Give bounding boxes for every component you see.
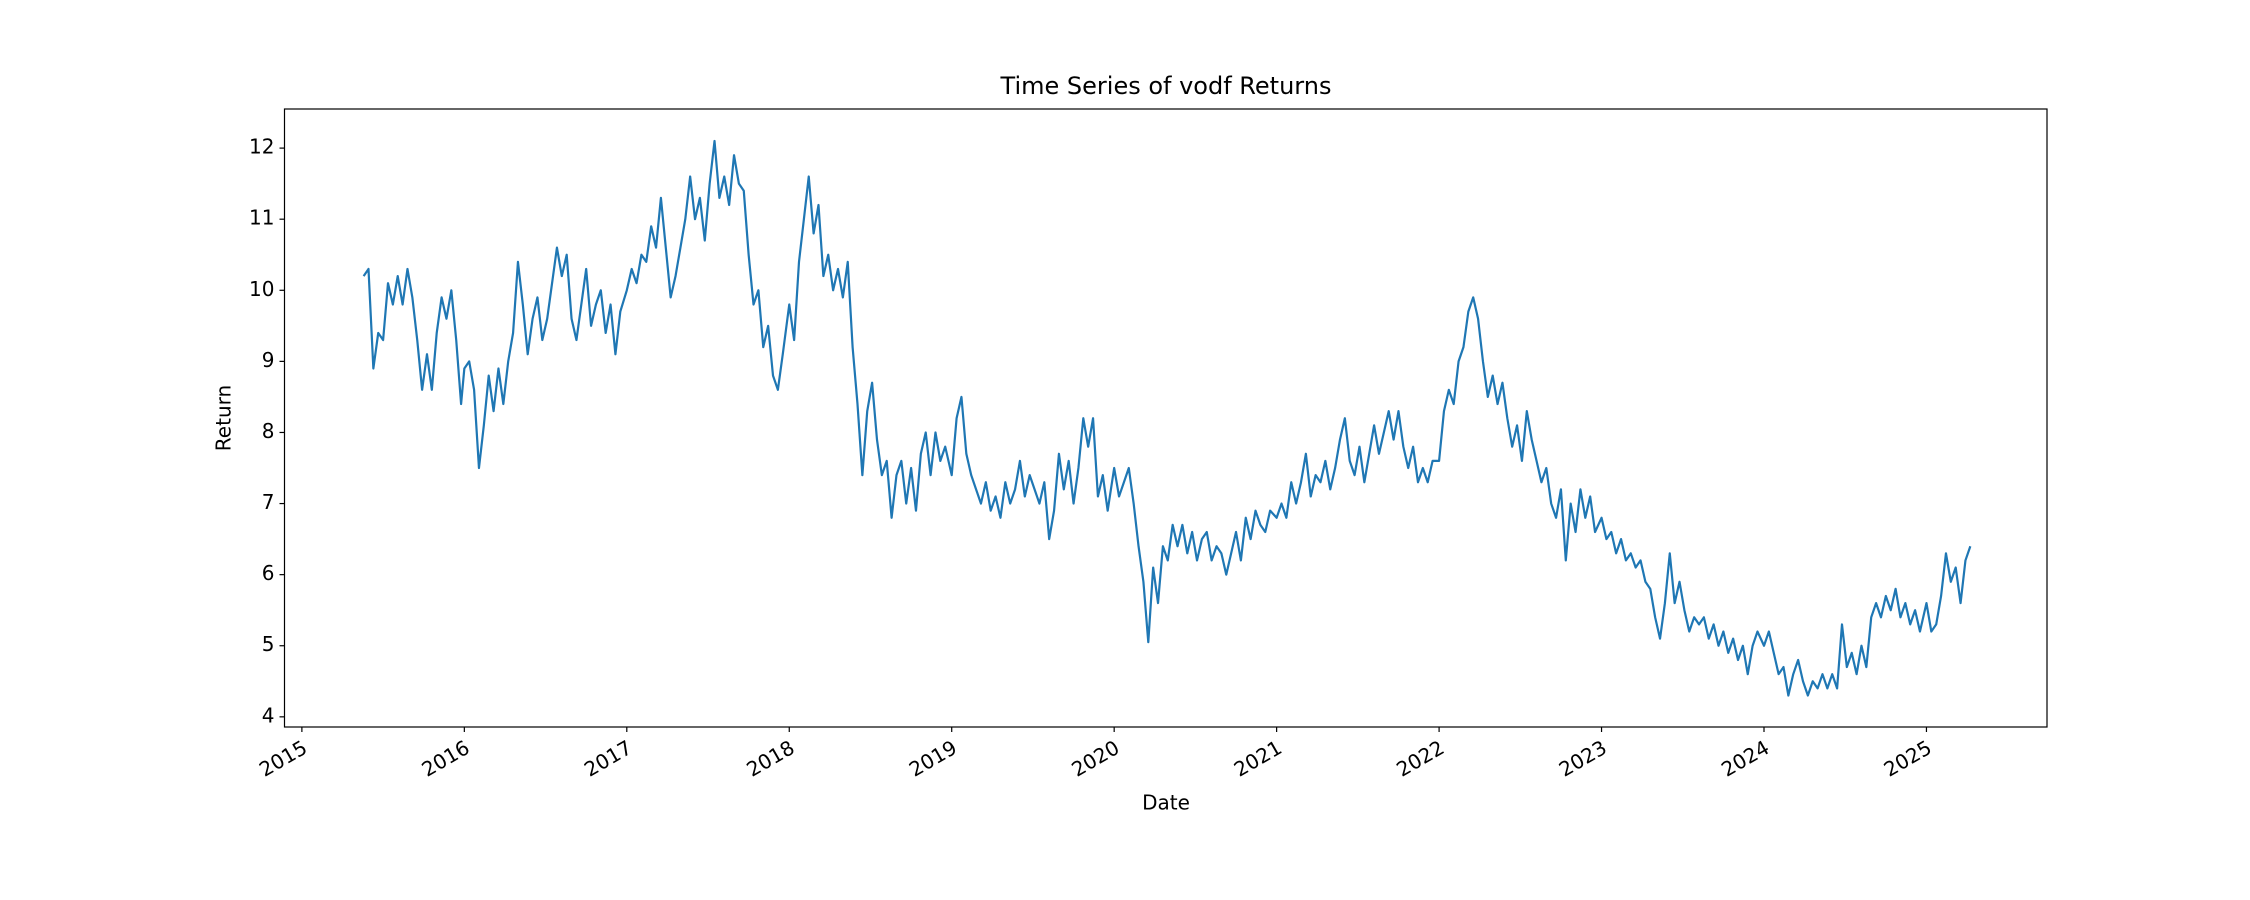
y-tick-label: 5 <box>262 632 275 656</box>
y-tick-label: 11 <box>249 206 274 230</box>
plot-frame <box>283 108 2048 728</box>
y-axis-label: Return <box>212 385 236 451</box>
series-line <box>362 139 1972 697</box>
x-axis-label: Date <box>1142 791 1190 815</box>
y-tick-label: 10 <box>249 277 274 301</box>
y-tick-label: 12 <box>249 135 274 159</box>
chart-title: Time Series of vodf Returns <box>1000 72 1332 100</box>
y-tick-label: 8 <box>262 419 275 443</box>
y-tick-label: 9 <box>262 348 275 372</box>
y-tick-label: 6 <box>262 561 275 585</box>
y-tick-label: 7 <box>262 490 275 514</box>
y-tick-label: 4 <box>262 703 275 727</box>
